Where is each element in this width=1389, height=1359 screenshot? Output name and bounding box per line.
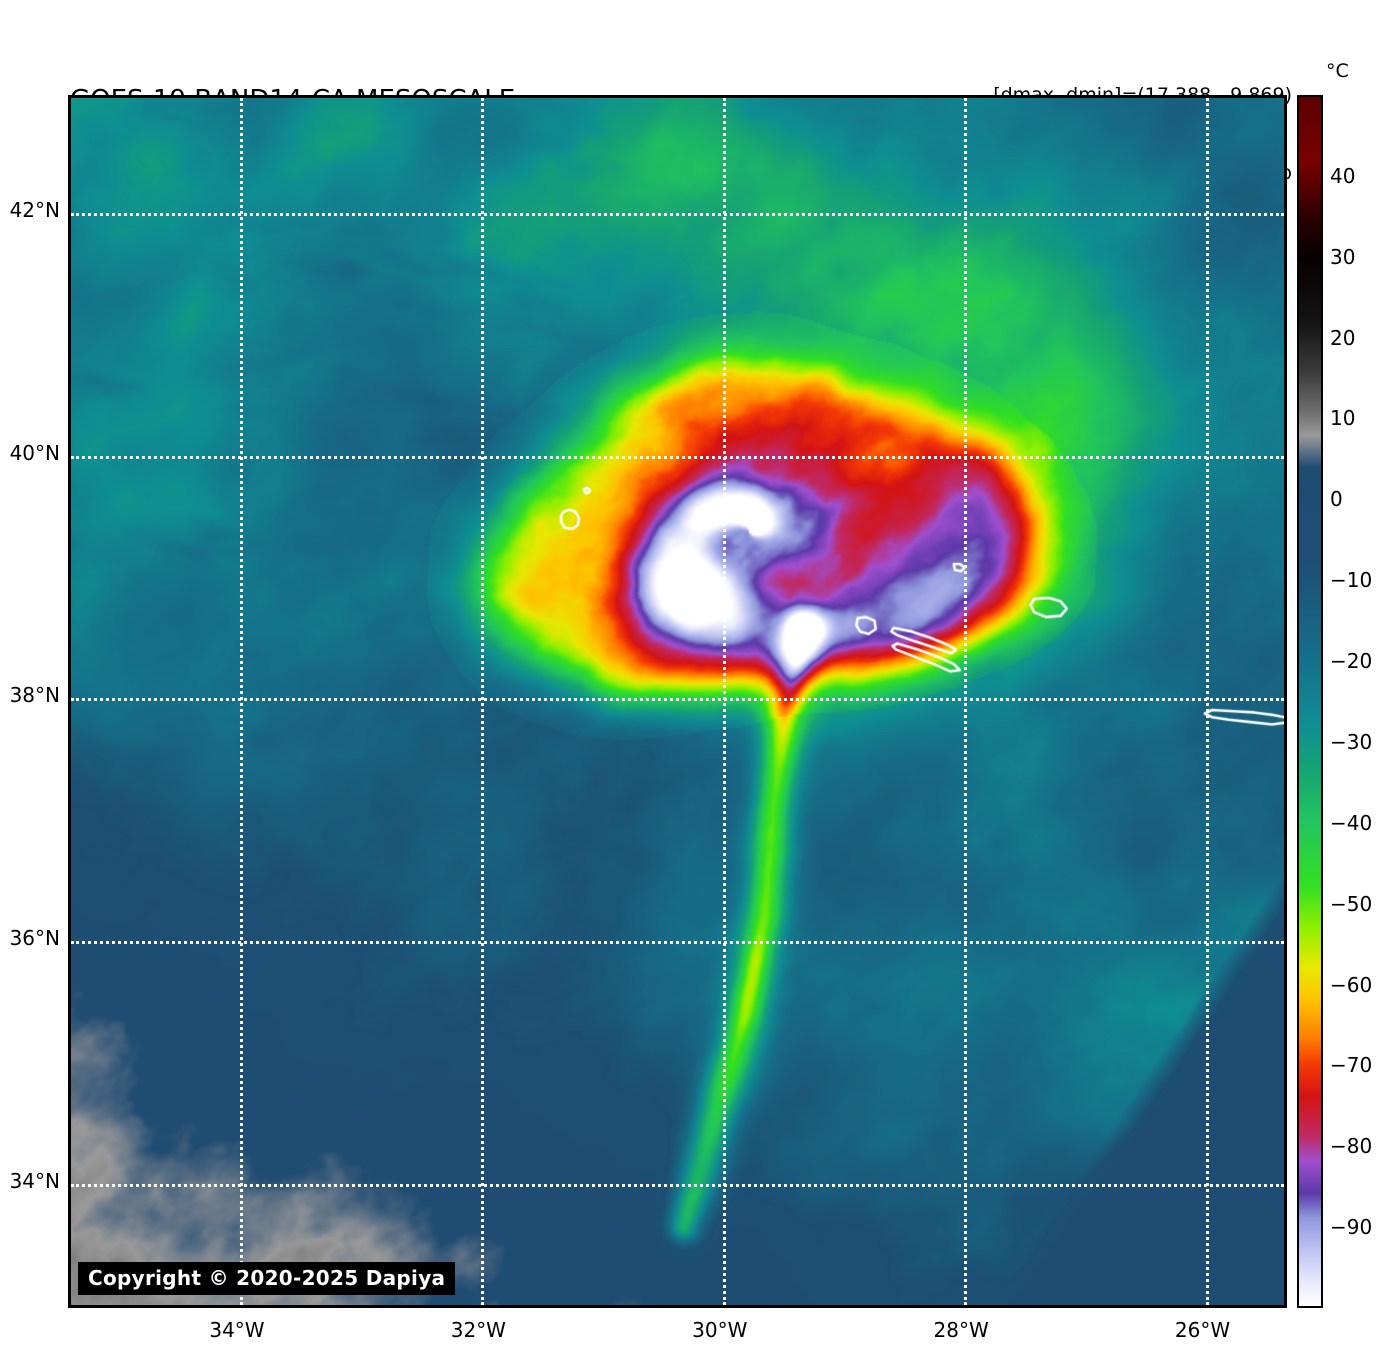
- colorbar-tick-label: 0: [1330, 487, 1343, 512]
- satellite-image-plot: Copyright © 2020-2025 Dapiya: [68, 95, 1287, 1308]
- temperature-colorbar: [1297, 95, 1323, 1308]
- colorbar-tick-label: −40: [1330, 810, 1373, 835]
- lon-tick-label: 26°W: [1174, 1318, 1231, 1342]
- lat-tick-label: 40°N: [9, 440, 60, 465]
- coastline-overlay: [71, 98, 1284, 1305]
- colorbar-tick-label: −30: [1330, 729, 1373, 754]
- colorbar-tick-label: 30: [1330, 244, 1356, 269]
- colorbar-tick-label: −80: [1330, 1134, 1373, 1159]
- lat-tick-label: 42°N: [9, 198, 60, 223]
- colorbar-gradient: [1299, 97, 1321, 1306]
- lat-tick-label: 34°N: [9, 1168, 60, 1193]
- colorbar-tick-label: −20: [1330, 649, 1373, 674]
- lon-tick-label: 28°W: [933, 1318, 989, 1342]
- colorbar-tick-label: −90: [1330, 1215, 1373, 1240]
- colorbar-tick-label: 10: [1330, 406, 1356, 431]
- lat-tick-label: 38°N: [9, 683, 60, 708]
- copyright-watermark: Copyright © 2020-2025 Dapiya: [78, 1262, 456, 1295]
- colorbar-tick-label: 40: [1330, 163, 1356, 188]
- colorbar-tick-label: −70: [1330, 1053, 1373, 1078]
- lon-tick-label: 30°W: [692, 1318, 748, 1342]
- colorbar-tick-label: 20: [1330, 325, 1356, 350]
- colorbar-tick-label: −60: [1330, 972, 1373, 997]
- colorbar-tick-label: −50: [1330, 891, 1373, 916]
- colorbar-unit-label: °C: [1326, 60, 1349, 82]
- lat-tick-label: 36°N: [9, 926, 60, 951]
- colorbar-tick-label: −10: [1330, 568, 1373, 593]
- lon-tick-label: 34°W: [209, 1318, 265, 1342]
- lon-tick-label: 32°W: [450, 1318, 506, 1342]
